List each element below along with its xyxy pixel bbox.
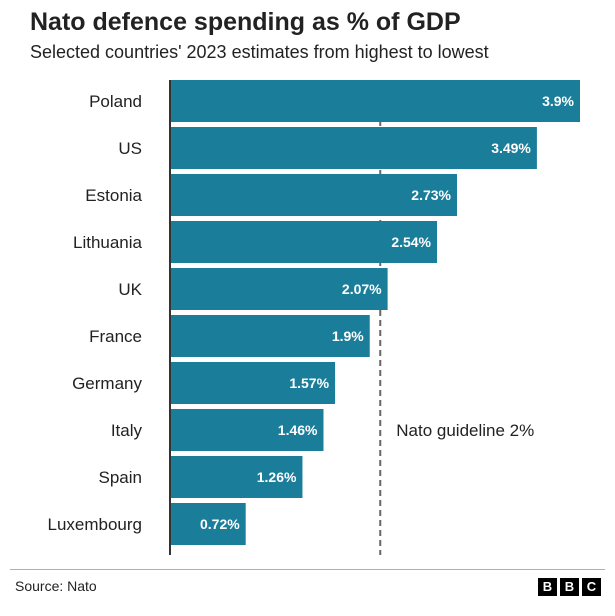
- category-label: Poland: [89, 92, 142, 111]
- value-label: 3.9%: [542, 93, 574, 109]
- value-label: 1.26%: [257, 469, 297, 485]
- guideline-label: Nato guideline 2%: [396, 421, 534, 440]
- bar: [170, 456, 303, 498]
- bar: [170, 503, 246, 545]
- bar: [170, 174, 457, 216]
- bar: [170, 221, 438, 263]
- bar: [170, 315, 370, 357]
- bbc-logo-letter: C: [582, 578, 601, 596]
- category-label: US: [118, 139, 142, 158]
- value-label: 3.49%: [491, 140, 531, 156]
- value-label: 2.07%: [342, 281, 382, 297]
- bbc-logo-letter: B: [560, 578, 579, 596]
- category-label: Germany: [72, 374, 142, 393]
- value-label: 0.72%: [200, 516, 240, 532]
- bbc-logo: B B C: [538, 578, 601, 596]
- chart-subtitle: Selected countries' 2023 estimates from …: [30, 42, 489, 62]
- value-label: 1.9%: [332, 328, 364, 344]
- footer-divider: [10, 569, 605, 570]
- bar: [170, 80, 580, 122]
- source-note: Source: Nato: [15, 578, 97, 594]
- category-label: Luxembourg: [47, 515, 142, 534]
- category-label: Estonia: [85, 186, 142, 205]
- value-label: 2.73%: [411, 187, 451, 203]
- value-label: 1.57%: [289, 375, 329, 391]
- value-label: 1.46%: [278, 422, 318, 438]
- bar-chart: Poland 3.9% US 3.49% Estonia 2.73% Lithuania 2.…: [47, 80, 580, 555]
- category-label: UK: [118, 280, 142, 299]
- bar: [170, 409, 324, 451]
- value-label: 2.54%: [391, 234, 431, 250]
- category-label: Spain: [99, 468, 142, 487]
- bbc-logo-letter: B: [538, 578, 557, 596]
- bar: [170, 362, 336, 404]
- bar: [170, 268, 388, 310]
- chart-title: Nato defence spending as % of GDP: [30, 8, 461, 36]
- category-label: France: [89, 327, 142, 346]
- category-label: Italy: [111, 421, 143, 440]
- bar: [170, 127, 537, 169]
- category-label: Lithuania: [73, 233, 143, 252]
